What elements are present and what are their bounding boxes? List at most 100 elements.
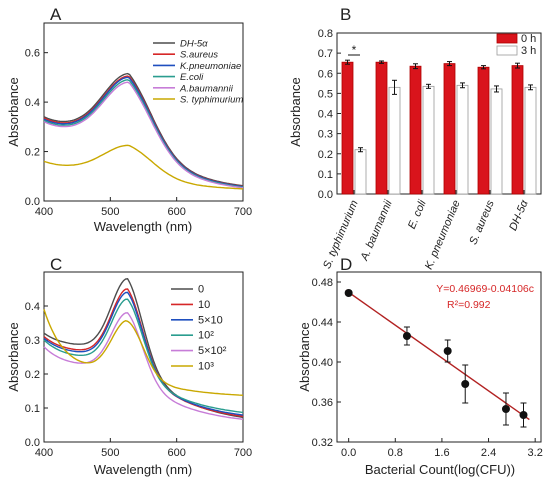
x-tick-label: 400 — [35, 447, 53, 459]
y-tick-label: 0.6 — [318, 68, 333, 80]
x-tick-label: 600 — [167, 447, 185, 459]
x-tick-label: 500 — [101, 206, 119, 218]
panel-label-c: C — [50, 255, 62, 274]
bar-3h — [354, 149, 367, 195]
y-axis-title-c: Absorbance — [6, 322, 21, 391]
bar-3h — [422, 85, 435, 195]
category-label: A. baumannii — [358, 198, 395, 263]
panel-d: Bacterial Count(log(CFU)) Absorbance Y=0… — [297, 271, 543, 477]
panel-label-d: D — [340, 255, 352, 274]
y-tick-label: 0.2 — [25, 369, 40, 381]
bar-0h — [443, 63, 456, 195]
y-tick-label: 0.3 — [25, 335, 40, 347]
legend-label: A.baumannii — [179, 83, 234, 94]
category-label: E. coli — [406, 198, 429, 231]
y-tick-label: 0.4 — [25, 301, 40, 313]
x-axis-title-c: Wavelength (nm) — [94, 462, 193, 477]
legend-label: DH-5α — [180, 39, 208, 50]
data-point — [443, 347, 452, 355]
y-axis-title-d: Absorbance — [297, 322, 312, 391]
y-axis-title-b: Absorbance — [288, 77, 303, 146]
fit-line — [345, 289, 530, 421]
fit-equation: Y=0.46969-0.04106c — [436, 283, 534, 295]
data-point — [519, 411, 528, 419]
y-tick-label: 0.44 — [312, 317, 333, 329]
legend-label: K.pneumoniae — [180, 61, 241, 72]
x-tick-label: 500 — [101, 447, 119, 459]
y-tick-label: 0.7 — [318, 48, 333, 60]
fit-r-squared: R²=0.992 — [447, 299, 491, 311]
significance-mark: * — [352, 43, 357, 57]
y-tick-label: 0.32 — [312, 437, 333, 449]
bar-3h — [524, 86, 537, 195]
legend-label: E.coli — [180, 72, 204, 83]
y-tick-label: 0.2 — [318, 149, 333, 161]
x-tick-label: 2.4 — [481, 447, 496, 459]
panel-b: Absorbance 0.0 0.1 0.2 0.3 0.4 0.5 0.6 0.7 0.8 S.… — [288, 28, 542, 271]
legend-label: 3 h — [521, 45, 536, 57]
legend-label: S. typhimurium — [180, 95, 243, 106]
panel-a: Wavelength (nm) Absorbance 400 500 600 700 0… — [6, 22, 252, 234]
legend-label: 5×10² — [198, 345, 227, 357]
x-tick-label: 700 — [234, 447, 252, 459]
bar-3h — [388, 86, 401, 195]
y-tick-label: 0.48 — [312, 277, 333, 289]
x-tick-label: 0.8 — [388, 447, 403, 459]
y-tick-label: 0.3 — [318, 129, 333, 141]
category-label: DH-5α — [507, 198, 531, 233]
legend-label: 10 — [198, 299, 210, 311]
legend-label: 5×10 — [198, 314, 223, 326]
y-tick-label: 0.2 — [25, 147, 40, 159]
legend-label: S.aureus — [180, 50, 218, 61]
legend-label: 10³ — [198, 361, 214, 373]
x-axis-title-d: Bacterial Count(log(CFU)) — [365, 462, 515, 477]
series-line-5 — [43, 81, 244, 189]
x-tick-label: 700 — [234, 206, 252, 218]
panel-label-b: B — [340, 5, 351, 24]
x-tick-label: 3.2 — [528, 447, 543, 459]
y-tick-label: 0.36 — [312, 397, 333, 409]
series-line-4 — [43, 298, 244, 414]
bar-0h — [409, 65, 422, 195]
y-tick-label: 0.4 — [318, 109, 333, 121]
bar-3h — [490, 88, 503, 195]
y-tick-label: 0.0 — [25, 437, 40, 449]
y-axis-title-a: Absorbance — [6, 77, 21, 146]
y-tick-label: 0.1 — [25, 403, 40, 415]
legend-label: 10² — [198, 330, 214, 342]
plot-frame-c — [43, 271, 244, 443]
y-tick-label: 0.0 — [318, 189, 333, 201]
bar-0h — [477, 66, 490, 195]
data-point — [402, 332, 411, 340]
y-tick-label: 0.0 — [25, 196, 40, 208]
x-tick-label: 400 — [35, 206, 53, 218]
y-tick-label: 0.1 — [318, 169, 333, 181]
x-tick-label: 1.6 — [434, 447, 449, 459]
data-point — [344, 289, 353, 297]
data-point — [461, 380, 470, 388]
panel-c: Wavelength (nm) Absorbance 400 500 600 700 0… — [6, 271, 252, 477]
plot-frame-d — [336, 271, 542, 443]
series-line-3 — [43, 291, 244, 416]
y-tick-label: 0.4 — [25, 97, 40, 109]
legend-label: 0 h — [521, 33, 536, 45]
category-label: K. pneumoniae — [423, 198, 463, 271]
y-tick-label: 0.5 — [318, 88, 333, 100]
series-line-6 — [43, 144, 244, 190]
x-tick-label: 0.0 — [341, 447, 356, 459]
bar-3h — [456, 84, 469, 195]
y-tick-label: 0.6 — [25, 48, 40, 60]
bar-0h — [511, 65, 524, 195]
bar-0h — [341, 61, 354, 195]
data-point — [501, 405, 510, 413]
panel-label-a: A — [50, 5, 62, 24]
x-axis-title-a: Wavelength (nm) — [94, 219, 193, 234]
bar-0h — [375, 61, 388, 195]
legend-swatch — [496, 45, 518, 56]
plot-frame-b — [336, 32, 542, 195]
y-tick-label: 0.8 — [318, 28, 333, 40]
category-label: S. aureus — [467, 198, 497, 246]
series-line-6 — [43, 309, 244, 396]
legend-label: 0 — [198, 284, 204, 296]
